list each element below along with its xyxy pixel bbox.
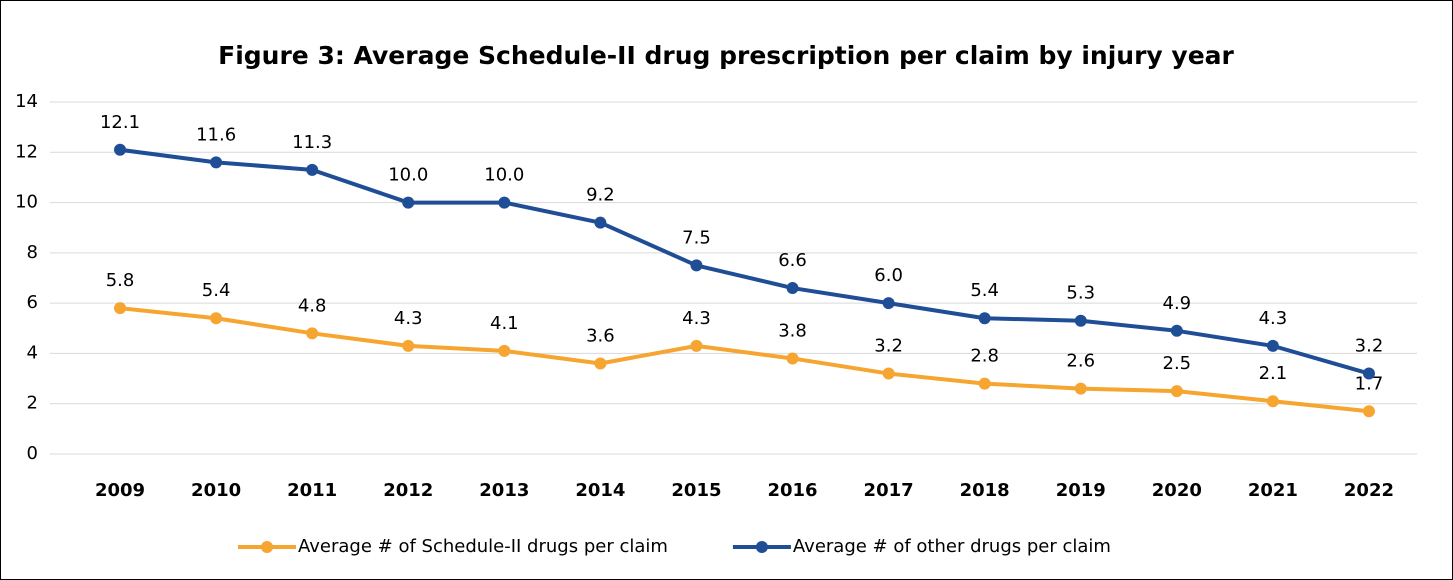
data-label: 2.1 [1259, 363, 1288, 384]
point [210, 312, 223, 325]
y-tick-label: 10 [15, 192, 38, 213]
data-label: 9.2 [586, 185, 615, 206]
data-label: 4.9 [1163, 293, 1192, 314]
point [1074, 382, 1087, 395]
point [1266, 339, 1279, 352]
point [114, 302, 127, 315]
data-label: 2.5 [1163, 353, 1192, 374]
data-label: 3.2 [1355, 336, 1384, 357]
point [690, 339, 703, 352]
data-label: 3.6 [586, 325, 615, 346]
data-label: 3.8 [778, 320, 807, 341]
point [690, 259, 703, 272]
point [114, 143, 127, 156]
point [210, 156, 223, 169]
point [498, 196, 511, 209]
point [594, 357, 607, 370]
x-tick-label: 2021 [1248, 480, 1298, 501]
x-tick-label: 2018 [960, 480, 1010, 501]
series-line [119, 306, 1370, 414]
x-tick-label: 2011 [287, 480, 337, 501]
y-tick-label: 8 [27, 242, 38, 263]
point [402, 196, 415, 209]
point [306, 327, 319, 340]
point [306, 163, 319, 176]
point [1170, 385, 1183, 398]
y-tick-label: 6 [27, 292, 38, 313]
x-tick-label: 2014 [575, 480, 625, 501]
point [978, 312, 991, 325]
data-label: 5.4 [202, 280, 231, 301]
data-label: 10.0 [388, 165, 428, 186]
x-tick-label: 2009 [95, 480, 145, 501]
point [786, 282, 799, 295]
point [1074, 314, 1087, 327]
x-tick-label: 2015 [671, 480, 721, 501]
y-tick-label: 0 [27, 443, 38, 464]
data-label: 4.1 [490, 313, 519, 334]
data-label: 12.1 [100, 112, 140, 133]
data-label: 7.5 [682, 227, 711, 248]
x-tick-label: 2020 [1152, 480, 1202, 501]
x-tick-label: 2022 [1344, 480, 1394, 501]
data-label: 1.7 [1355, 373, 1384, 394]
data-label: 5.8 [106, 270, 135, 291]
point [882, 297, 895, 310]
y-tick-label: 4 [27, 342, 38, 363]
data-label: 2.8 [970, 346, 999, 367]
data-label: 5.4 [970, 280, 999, 301]
point [882, 367, 895, 380]
x-tick-label: 2016 [767, 480, 817, 501]
legend-marker [261, 541, 273, 553]
y-tick-label: 2 [27, 393, 38, 414]
legend-label: Average # of Schedule-II drugs per claim [298, 536, 668, 557]
data-label: 2.6 [1066, 351, 1095, 372]
x-tick-label: 2010 [191, 480, 241, 501]
point [594, 216, 607, 229]
point [1362, 405, 1375, 418]
x-tick-label: 2017 [864, 480, 914, 501]
point [402, 339, 415, 352]
data-label: 4.3 [394, 308, 423, 329]
y-tick-label: 12 [15, 141, 38, 162]
series-line [119, 147, 1370, 376]
point [786, 352, 799, 365]
data-label: 3.2 [874, 336, 903, 357]
point [1266, 395, 1279, 408]
data-label: 6.6 [778, 250, 807, 271]
data-label: 6.0 [874, 265, 903, 286]
data-label: 4.8 [298, 295, 327, 316]
point [1170, 324, 1183, 337]
x-tick-label: 2019 [1056, 480, 1106, 501]
legend-label: Average # of other drugs per claim [793, 536, 1111, 557]
data-label: 4.3 [682, 308, 711, 329]
x-tick-label: 2013 [479, 480, 529, 501]
x-tick-label: 2012 [383, 480, 433, 501]
data-label: 4.3 [1259, 308, 1288, 329]
data-label: 11.3 [292, 132, 332, 153]
data-label: 10.0 [484, 165, 524, 186]
legend-marker [755, 541, 768, 553]
chart-title: Figure 3: Average Schedule-II drug presc… [218, 41, 1234, 70]
data-label: 5.3 [1066, 283, 1095, 304]
point [978, 377, 991, 390]
y-tick-label: 14 [15, 91, 38, 112]
data-label: 11.6 [196, 124, 236, 145]
point [1362, 367, 1375, 380]
point [498, 344, 511, 357]
